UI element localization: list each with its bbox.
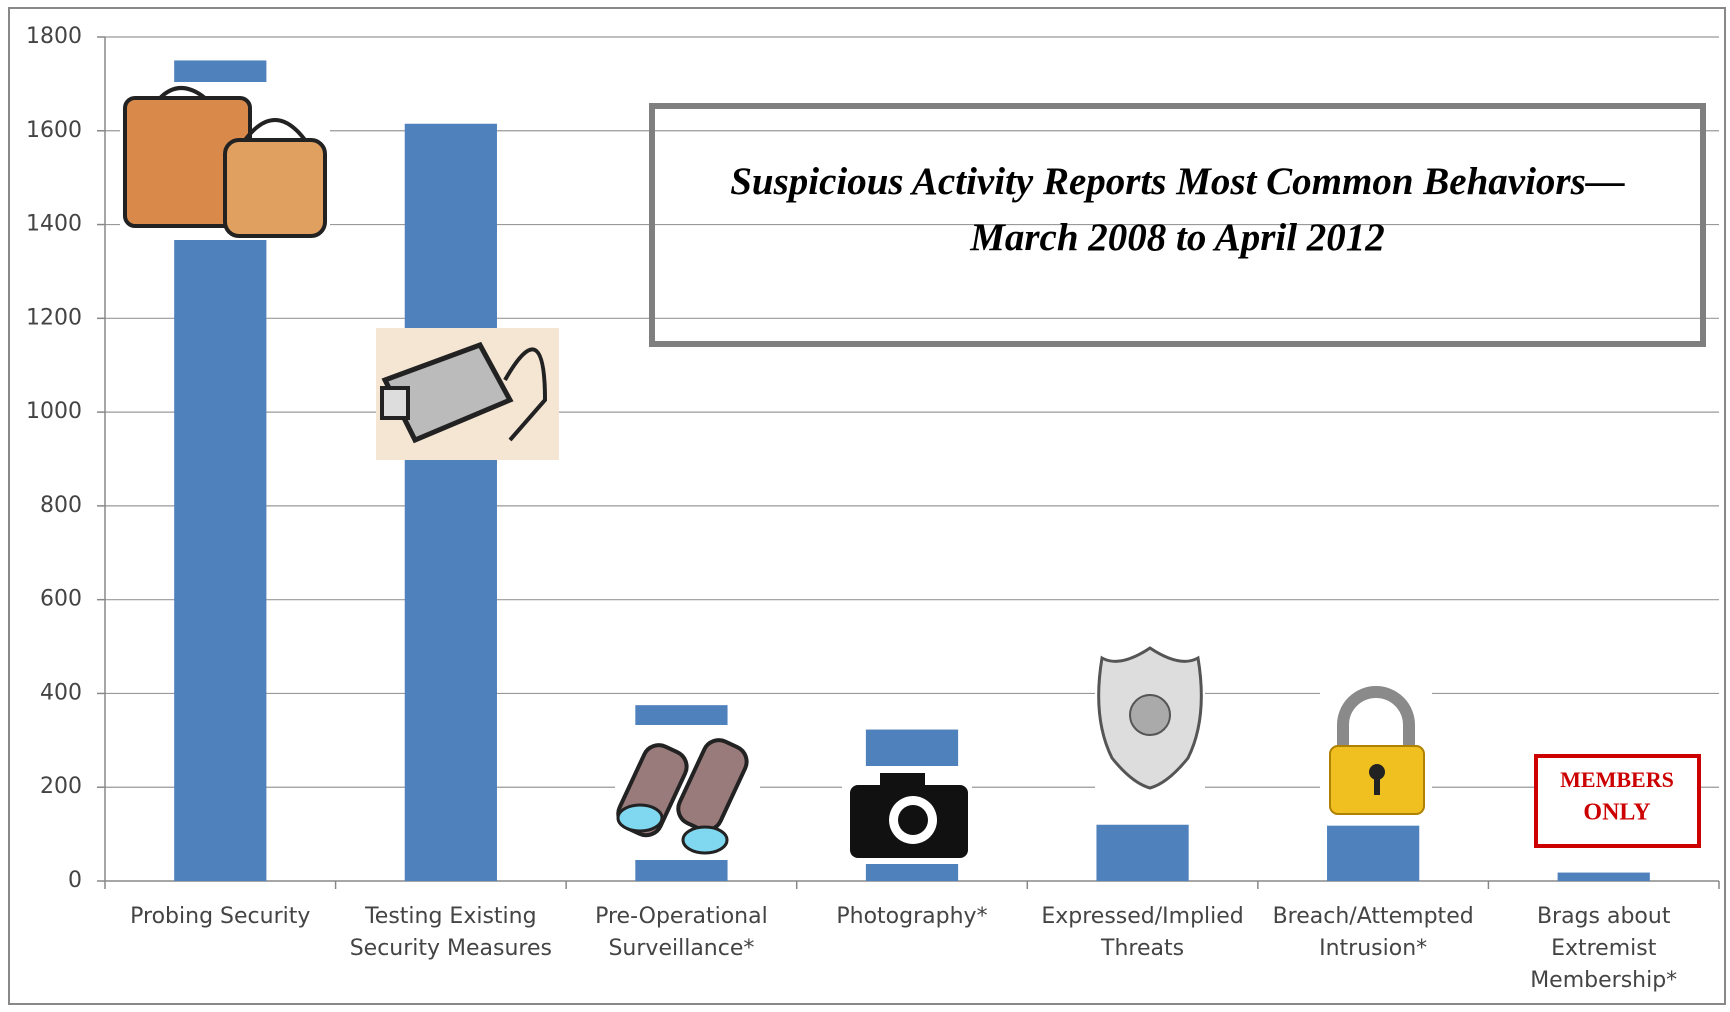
x-tick-label: Photography* [836,904,988,929]
y-tick-label: 1400 [26,212,82,237]
y-tick-label: 1800 [26,24,82,49]
chart-border [8,7,1726,1005]
svg-text:ONLY: ONLY [1583,800,1650,826]
binoculars-icon [615,725,760,860]
lock-icon [1320,686,1432,818]
camera-icon [376,328,559,460]
members-only-icon: MEMBERS ONLY [1534,754,1701,848]
y-tick-label: 1600 [26,118,82,143]
y-tick-label: 400 [40,680,82,705]
x-tick-label: Testing Existing Security Measures [349,904,552,961]
bar [1096,824,1189,881]
badge-icon [1095,640,1205,790]
chart-title: Suspicious Activity Reports Most Common … [730,160,1625,259]
svg-text:MEMBERS: MEMBERS [1560,767,1674,792]
bar [1557,872,1650,881]
x-tick-label: Probing Security [130,904,311,929]
bar [1327,825,1420,881]
y-tick-label: 1000 [26,399,82,424]
x-tick-label: Pre-Operational Surveillance* [595,904,768,961]
x-tick-label: Breach/Attempted Intrusion* [1272,904,1474,961]
x-tick-label: Brags about Extremist Membership* [1530,904,1678,993]
y-tick-label: 600 [40,587,82,612]
photo-camera-icon [842,766,972,864]
y-tick-label: 1200 [26,305,82,330]
y-tick-label: 800 [40,493,82,518]
y-tick-label: 0 [68,868,82,893]
suitcase-icon [120,82,330,240]
y-tick-label: 200 [40,774,82,799]
bar [404,123,497,881]
x-tick-label: Expressed/Implied Threats [1041,904,1244,961]
title-box: Suspicious Activity Reports Most Common … [649,103,1706,347]
